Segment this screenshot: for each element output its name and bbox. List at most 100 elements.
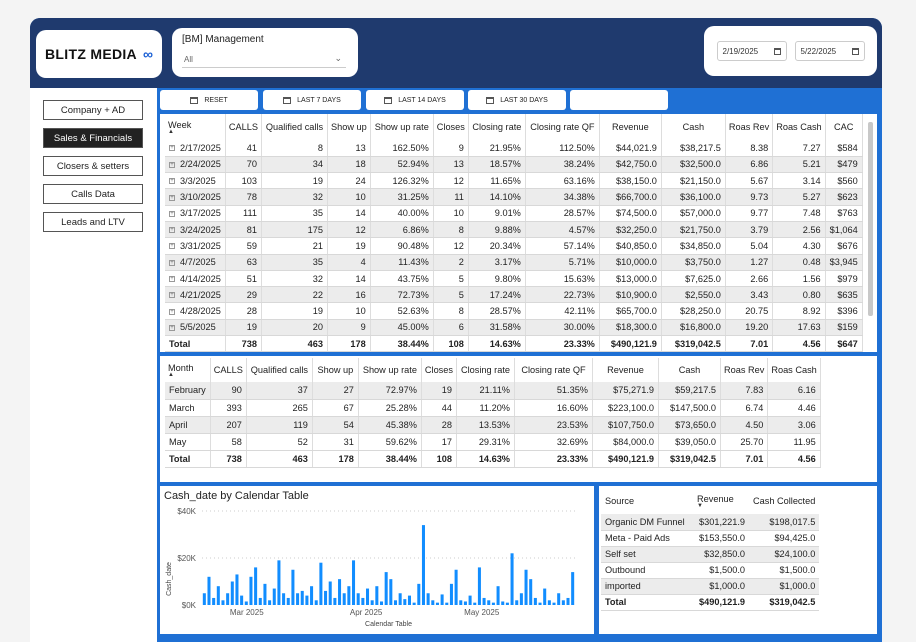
expand-icon[interactable]: + [169,210,175,217]
table-cell: 207 [210,416,247,434]
table-cell: 9.88% [468,221,526,239]
chart-bar [515,600,519,605]
expand-icon[interactable]: + [169,324,175,331]
expand-icon[interactable]: + [169,162,175,168]
last-14-days-button[interactable]: LAST 14 DAYS [366,90,464,110]
weekly-header-4[interactable]: Show up rate [370,114,434,140]
weekly-header-10[interactable]: Roas Rev [725,114,774,140]
table-cell: 1.56 [772,270,826,288]
table-row: +3/10/2025 78 32 10 31.25% 11 14.10% 34.38% $66,… [165,188,863,206]
monthly-header-9[interactable]: Cash [658,358,721,382]
table-cell: 16 [327,286,371,304]
chart-bar [263,583,267,605]
monthly-header-11[interactable]: Roas Cash [767,358,821,382]
monthly-header-3[interactable]: Show up [312,358,359,382]
table-cell: 5 [433,286,469,304]
table-cell: 10 [327,188,371,206]
nav-leads-ltv[interactable]: Leads and LTV [43,212,143,232]
table-cell: 19 [261,172,328,190]
table-cell: 42.11% [525,302,600,320]
nav-sales-financials[interactable]: Sales & Financials [43,128,143,148]
table-cell: 10 [433,205,469,222]
table-cell: +2/17/2025 [165,140,226,157]
table-cell: 9.01% [468,205,526,222]
last-7-days-button[interactable]: LAST 7 DAYS [263,90,361,110]
monthly-header-10[interactable]: Roas Rev [720,358,769,382]
table-cell: 3.17% [468,254,526,271]
weekly-scrollbar[interactable] [868,122,873,316]
chart-bar [221,600,225,605]
monthly-header-4[interactable]: Show up rate [358,358,422,382]
monthly-header-1[interactable]: CALLS [210,358,247,382]
table-cell: $479 [825,156,863,174]
start-date-input[interactable]: 2/19/2025 [716,41,787,61]
table-row: +3/3/2025 103 19 24 126.32% 12 11.65% 63.16% $38… [165,172,863,190]
last-7-days-label: LAST 7 DAYS [297,96,341,104]
monthly-header-2[interactable]: Qualified calls [246,358,313,382]
calendar-icon [773,47,781,55]
weekly-header-6[interactable]: Closing rate [468,114,526,140]
expand-icon[interactable]: + [169,194,175,201]
monthly-header-6[interactable]: Closing rate [456,358,515,382]
weekly-header-11[interactable]: Roas Cash [772,114,826,140]
source-header-0[interactable]: Source [601,488,693,514]
monthly-header-0[interactable]: Month ▲ [165,358,211,382]
table-cell: 52.94% [370,156,434,174]
table-cell: 6.86% [370,221,434,239]
table-cell: $2,550.0 [661,286,726,304]
table-cell: 2 [433,254,469,271]
nav-closers-setters[interactable]: Closers & setters [43,156,143,176]
weekly-header-8[interactable]: Revenue [599,114,662,140]
monthly-header-5[interactable]: Closes [421,358,457,382]
week-label: 2/17/2025 [180,142,221,153]
table-cell: $66,700.0 [599,188,662,206]
weekly-header-2[interactable]: Qualified calls [261,114,328,140]
table-row: +5/5/2025 19 20 9 45.00% 6 31.58% 30.00% $18,300… [165,319,863,337]
nav-company-ad[interactable]: Company + AD [43,100,143,120]
management-filter: [BM] Management All ⌄ [172,28,358,77]
table-cell: 3.14 [772,172,826,190]
table-cell: 78 [225,188,263,206]
weekly-header-9[interactable]: Cash [661,114,726,140]
table-cell: $59,217.5 [658,382,721,400]
table-cell: Meta - Paid Ads [601,530,693,547]
expand-icon[interactable]: + [169,227,175,234]
table-cell: 70 [225,156,263,174]
weekly-header-12[interactable]: CAC [825,114,863,140]
blank-button[interactable] [570,90,668,110]
monthly-table: Month ▲ CALLS Qualified calls Show up Show up… [165,358,821,468]
total-cell: $490,121.9 [599,335,662,352]
monthly-header-7[interactable]: Closing rate QF [514,358,593,382]
reset-button[interactable]: RESET [160,90,258,110]
chart-bar [277,560,281,605]
weekly-header-0[interactable]: Week ▲ [165,114,226,140]
total-cell: $319,042.5 [658,449,721,468]
chart-bar [216,586,220,605]
table-cell: +3/17/2025 [165,205,226,222]
management-select[interactable]: All ⌄ [182,53,346,68]
source-header-1[interactable]: Revenue ▼ [693,488,749,514]
chart-bar [282,593,286,605]
expand-icon[interactable]: + [169,259,175,266]
table-cell: 18.57% [468,156,526,174]
monthly-header-8[interactable]: Revenue [592,358,659,382]
expand-icon[interactable]: + [169,243,175,250]
weekly-header-3[interactable]: Show up [327,114,371,140]
end-date-input[interactable]: 5/22/2025 [794,41,865,61]
source-header-2[interactable]: Cash Collected [749,488,819,514]
expand-icon[interactable]: + [169,292,175,299]
expand-icon[interactable]: + [169,276,175,283]
nav-calls-data[interactable]: Calls Data [43,184,143,204]
weekly-header-5[interactable]: Closes [433,114,469,140]
expand-icon[interactable]: + [169,178,175,185]
table-cell: 22 [261,286,328,304]
weekly-header-7[interactable]: Closing rate QF [525,114,600,140]
weekly-header-1[interactable]: CALLS [225,114,263,140]
table-cell: 103 [225,172,263,190]
last-30-days-button[interactable]: LAST 30 DAYS [468,90,566,110]
table-cell: 23.53% [514,416,593,434]
expand-icon[interactable]: + [169,308,175,315]
chart-bar [398,593,402,605]
table-cell: 31.58% [468,319,526,337]
expand-icon[interactable]: + [169,145,175,152]
